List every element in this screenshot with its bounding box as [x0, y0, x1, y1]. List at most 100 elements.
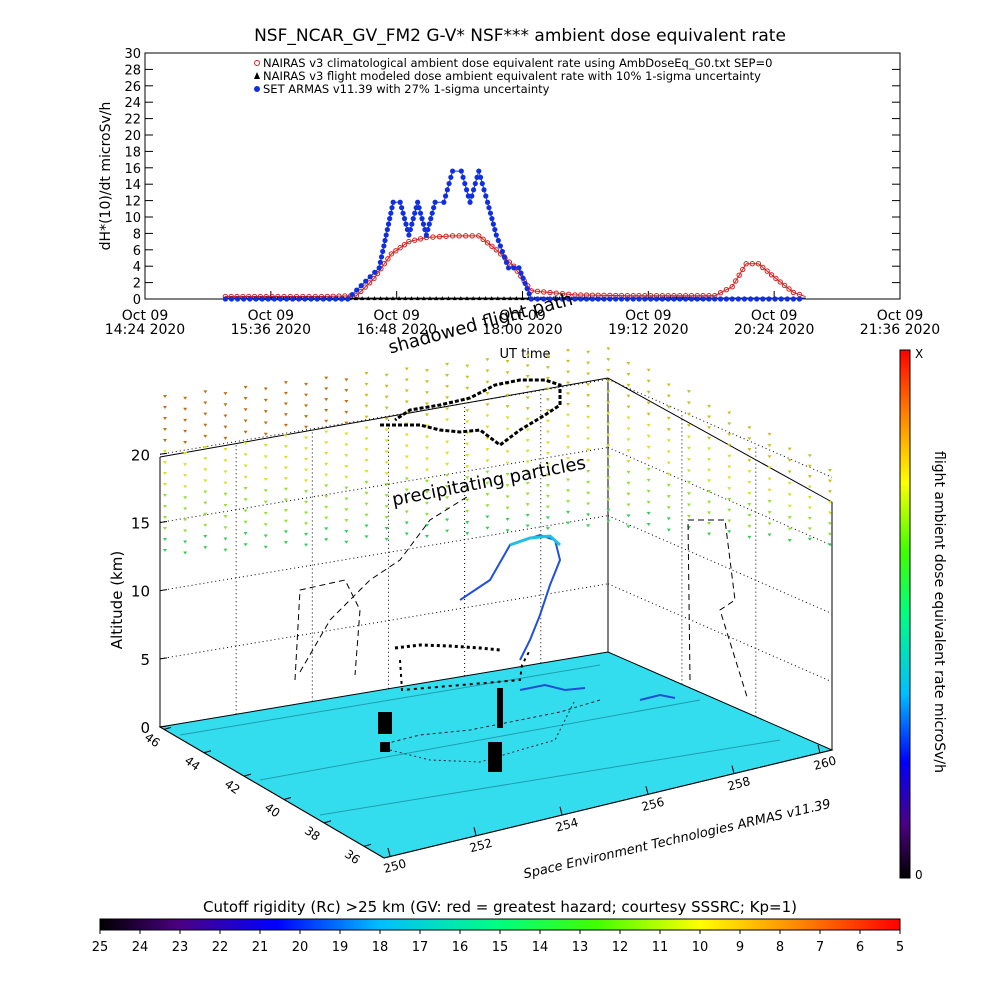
series-point — [376, 265, 382, 271]
lat-tick-mark — [243, 773, 252, 777]
particle-marker — [606, 508, 611, 512]
series-point — [360, 296, 365, 301]
particle-marker — [666, 495, 671, 499]
series-point — [372, 269, 378, 275]
y-tick-label: 28 — [124, 63, 141, 78]
series-point — [403, 221, 409, 227]
particle-marker — [566, 500, 571, 504]
series-point — [389, 205, 395, 211]
series-point — [547, 296, 553, 302]
series-point — [345, 296, 351, 302]
flight-track-black-vertical — [399, 649, 531, 692]
dose-colorbar — [899, 349, 911, 879]
particle-marker — [183, 418, 188, 422]
series-point — [501, 296, 506, 301]
series-point — [265, 296, 271, 302]
particle-marker — [828, 511, 832, 515]
particle-marker — [767, 488, 772, 492]
particle-marker — [445, 385, 450, 389]
x-tick-time: 16:48 2020 — [356, 322, 436, 338]
series-point — [665, 296, 671, 302]
series-point — [436, 233, 443, 240]
particle-marker — [384, 373, 389, 377]
series-point — [723, 296, 729, 302]
particle-marker — [344, 421, 349, 425]
particle-marker — [686, 424, 691, 428]
particle-marker — [525, 417, 530, 421]
particle-marker — [223, 436, 228, 440]
particle-marker — [445, 462, 450, 466]
particle-marker — [283, 402, 288, 406]
particle-marker — [626, 438, 631, 442]
particle-marker — [505, 495, 510, 499]
series-point — [790, 289, 797, 296]
particle-marker — [586, 459, 591, 463]
particle-marker — [545, 462, 550, 466]
shadow-track-left-2 — [299, 494, 471, 673]
y-tick-label: 6 — [133, 244, 141, 259]
particle-marker — [586, 437, 591, 441]
particle-marker — [344, 519, 349, 523]
particle-marker — [263, 432, 268, 436]
particle-marker — [606, 465, 611, 469]
particle-marker — [566, 403, 571, 407]
series-point — [566, 296, 572, 302]
particle-marker — [183, 496, 188, 500]
series-point — [648, 296, 654, 302]
rigidity-tick-label: 9 — [736, 940, 744, 955]
particle-marker — [324, 452, 329, 456]
particle-marker — [666, 472, 671, 476]
particle-marker — [646, 434, 651, 438]
series-point — [755, 261, 762, 267]
flight-track-black-low — [394, 643, 501, 652]
rigidity-tick-label: 17 — [412, 940, 429, 955]
particle-marker — [505, 405, 510, 409]
particle-marker — [243, 430, 248, 434]
particle-marker — [646, 489, 651, 493]
y-tick-label: 24 — [124, 96, 141, 111]
particle-marker — [424, 413, 429, 417]
lat-tick-label: 42 — [222, 777, 243, 797]
particle-marker — [203, 523, 208, 527]
particle-marker — [505, 506, 510, 510]
particle-marker — [626, 449, 631, 453]
particle-marker — [223, 492, 228, 496]
particle-marker — [767, 511, 772, 515]
particle-marker — [566, 521, 571, 525]
particle-marker — [646, 478, 651, 482]
rigidity-ticks: 25 24 23 22 21 20 19 18 17 16 15 14 13 12 11 10 9 8 7 6 5 — [92, 930, 904, 955]
particle-marker — [727, 465, 732, 469]
series-point — [477, 174, 484, 180]
particle-marker — [586, 524, 591, 528]
particle-marker — [304, 447, 309, 451]
particle-marker — [767, 444, 772, 448]
particle-marker — [364, 470, 369, 474]
particle-marker — [606, 401, 611, 405]
particle-marker — [203, 490, 208, 494]
particle-marker — [223, 526, 228, 530]
series-point — [487, 210, 494, 216]
particle-marker — [707, 522, 712, 526]
series-point — [768, 272, 775, 278]
particle-marker — [283, 530, 288, 534]
particle-marker — [666, 416, 671, 420]
flight-track-cyan — [509, 534, 562, 547]
particle-marker — [445, 362, 450, 366]
particle-marker — [324, 408, 329, 412]
timeseries-x-label: UT time — [500, 347, 551, 362]
particle-marker — [485, 436, 490, 440]
shadow-track-left — [294, 579, 361, 681]
series-point — [747, 296, 754, 302]
series-point — [741, 296, 748, 302]
particle-marker — [727, 454, 732, 458]
particle-marker — [283, 455, 288, 459]
x-tick-time: 15:36 2020 — [231, 322, 311, 338]
particle-marker — [163, 527, 167, 530]
series-point — [777, 279, 783, 285]
particle-marker — [586, 448, 591, 452]
series-point — [683, 296, 689, 302]
particle-marker — [626, 470, 631, 474]
series-point — [541, 296, 547, 302]
rigidity-tick-label: 24 — [132, 940, 149, 955]
